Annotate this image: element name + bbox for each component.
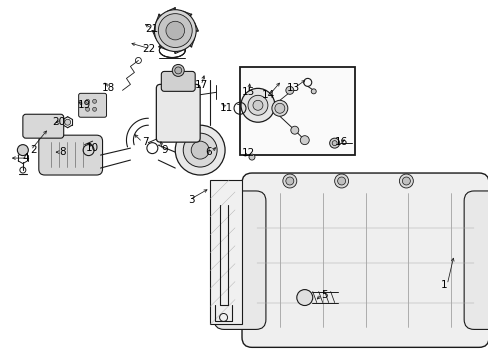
Text: 13: 13 (286, 84, 299, 93)
FancyBboxPatch shape (39, 135, 102, 175)
Circle shape (331, 141, 336, 146)
Circle shape (165, 21, 184, 40)
Text: 21: 21 (145, 24, 158, 33)
Circle shape (92, 99, 96, 103)
Text: 20: 20 (53, 117, 65, 127)
Circle shape (174, 67, 182, 74)
FancyBboxPatch shape (23, 114, 63, 138)
Circle shape (290, 126, 298, 134)
Circle shape (337, 177, 345, 185)
Bar (210, 180, 242, 324)
Circle shape (183, 133, 217, 167)
Text: 11: 11 (219, 103, 233, 113)
Text: 4: 4 (23, 153, 29, 163)
Circle shape (402, 177, 409, 185)
Circle shape (158, 14, 192, 48)
FancyBboxPatch shape (214, 191, 265, 329)
Text: 19: 19 (77, 100, 90, 110)
Text: 6: 6 (205, 147, 211, 157)
Text: 14: 14 (261, 90, 274, 100)
Text: 12: 12 (241, 148, 254, 158)
Text: 3: 3 (188, 195, 195, 205)
Text: 16: 16 (334, 137, 347, 147)
Circle shape (285, 86, 293, 94)
Text: 15: 15 (241, 87, 254, 97)
Bar (240, 67, 354, 155)
Circle shape (285, 177, 293, 185)
Circle shape (310, 89, 316, 94)
Text: 2: 2 (30, 145, 37, 155)
FancyBboxPatch shape (156, 84, 200, 142)
Circle shape (271, 100, 287, 116)
Circle shape (300, 136, 308, 145)
FancyBboxPatch shape (79, 93, 106, 117)
Text: 17: 17 (195, 80, 208, 90)
Circle shape (172, 64, 184, 76)
Text: 22: 22 (142, 44, 155, 54)
Circle shape (85, 107, 89, 111)
Text: 9: 9 (162, 145, 168, 155)
Circle shape (252, 100, 263, 110)
Circle shape (85, 99, 89, 103)
FancyBboxPatch shape (463, 191, 488, 329)
Circle shape (64, 119, 71, 125)
Circle shape (18, 145, 28, 156)
Text: 7: 7 (142, 137, 148, 147)
Circle shape (282, 174, 296, 188)
Circle shape (191, 141, 209, 159)
Circle shape (175, 125, 224, 175)
Circle shape (248, 154, 254, 160)
Circle shape (334, 174, 348, 188)
Circle shape (296, 289, 312, 306)
Text: 8: 8 (59, 147, 65, 157)
Circle shape (92, 107, 96, 111)
Circle shape (274, 103, 285, 113)
Text: 18: 18 (102, 84, 115, 93)
Circle shape (154, 10, 196, 51)
Circle shape (399, 174, 412, 188)
Text: 10: 10 (85, 143, 99, 153)
FancyBboxPatch shape (242, 173, 488, 347)
Text: 5: 5 (321, 289, 327, 300)
Circle shape (247, 95, 267, 115)
FancyBboxPatch shape (161, 71, 195, 91)
Text: 1: 1 (440, 280, 447, 289)
Circle shape (241, 88, 274, 122)
Circle shape (329, 138, 339, 148)
